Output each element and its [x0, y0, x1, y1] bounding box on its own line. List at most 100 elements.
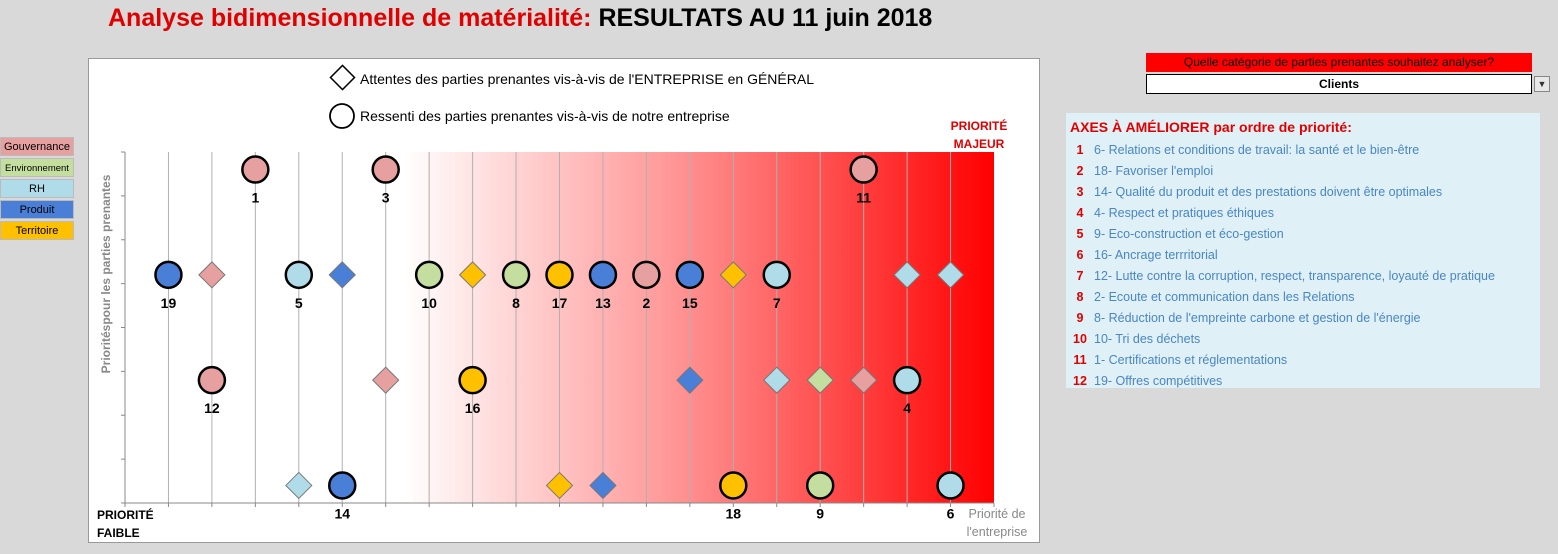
corner-high-line1: PRIORITÉ [951, 118, 1008, 133]
circle-point [458, 365, 487, 395]
axis-label: 4- Respect et pratiques éthiques [1094, 205, 1274, 220]
point-label: 8 [512, 295, 520, 311]
point-label: 19 [161, 295, 177, 311]
y-axis-label: Prioritéspour les parties prenantes [99, 174, 113, 373]
circle-point [762, 260, 791, 290]
axis-rank: 8 [1076, 289, 1084, 304]
circle-point [936, 471, 965, 500]
point-label: 10 [421, 295, 437, 311]
x-axis-label-line1: Priorité de [969, 507, 1026, 521]
diamond-point [936, 261, 965, 289]
stakeholder-select[interactable]: Clients [1146, 74, 1532, 94]
axis-rank: 5 [1076, 226, 1084, 241]
point-label: 11 [856, 190, 871, 206]
axis-label: 16- Ancrage terrritorial [1094, 247, 1218, 262]
axis-label: 8- Réduction de l'empreinte carbone et g… [1094, 310, 1421, 325]
axis-item: 9 8- Réduction de l'empreinte carbone et … [1066, 307, 1540, 328]
diamond-point [285, 471, 313, 500]
axis-label: 18- Favoriser l'emploi [1094, 163, 1214, 178]
point-label: 7 [773, 295, 781, 311]
axis-rank: 7 [1076, 268, 1084, 283]
circle-point [892, 365, 922, 395]
diamond-point [371, 366, 400, 394]
corner-high-line2: MAJEUR [954, 137, 1005, 151]
diamond-point [676, 366, 704, 394]
chevron-down-icon[interactable]: ▼ [1534, 76, 1550, 92]
axis-item: 6 16- Ancrage terrritorial [1066, 244, 1540, 265]
circle-point [849, 155, 878, 184]
point-label: 2 [643, 295, 651, 311]
title-part1: Analyse bidimensionnelle de matérialité: [108, 4, 592, 32]
page-title: Analyse bidimensionnelle de matérialité:… [108, 4, 932, 33]
diamond-point [849, 366, 878, 394]
point-label: 17 [552, 295, 568, 311]
circle-legend-icon [329, 103, 355, 129]
axis-item: 1 6- Relations et conditions de travail: … [1066, 139, 1540, 160]
point-label: 18 [726, 505, 742, 521]
diamond-point [458, 261, 487, 289]
axis-item: 11 1- Certifications et réglementations [1066, 349, 1540, 370]
diamond-point [763, 366, 791, 394]
diamond-point [719, 261, 748, 289]
axis-rank: 10 [1073, 331, 1087, 346]
axes-panel: AXES À AMÉLIORER par ordre de priorité: … [1066, 113, 1540, 388]
axis-rank: 4 [1076, 205, 1084, 220]
axis-item: 7 12- Lutte contre la corruption, respect… [1066, 265, 1540, 286]
circle-point [284, 260, 314, 290]
axis-rank: 2 [1076, 163, 1084, 178]
point-label: 15 [682, 295, 698, 311]
materiality-chart: 1 3 11 19 5 10 8 17 13 2 15 7 12 16 4 14 18 9 6 Attentes d… [88, 58, 1040, 543]
axis-rank: 1 [1076, 142, 1084, 157]
axis-rank: 6 [1076, 247, 1084, 262]
legend-territoire: Territoire [0, 221, 74, 240]
legend-produit: Produit [0, 200, 74, 219]
point-label: 4 [903, 400, 911, 416]
axis-label: 6- Relations et conditions de travail: l… [1094, 142, 1420, 157]
point-label: 3 [382, 190, 390, 206]
axis-label: 10- Tri des déchets [1094, 331, 1201, 346]
legend-attentes-text: Attentes des parties prenantes vis-à-vis… [360, 71, 814, 87]
axis-item: 12 19- Offres compétitives [1066, 370, 1540, 391]
diamond-point [328, 261, 356, 289]
legend-environnement: Environnement [0, 158, 74, 177]
circle-point [805, 471, 835, 500]
category-legend: Gouvernance Environnement RH Produit Ter… [0, 137, 74, 242]
axis-label: 2- Ecoute et communication dans les Rela… [1094, 289, 1355, 304]
point-label: 16 [465, 400, 481, 416]
circle-point [241, 155, 270, 184]
point-label: 12 [204, 400, 220, 416]
circle-point [501, 260, 531, 290]
circle-point [675, 260, 705, 290]
corner-low-line1: PRIORITÉ [97, 507, 154, 522]
point-label: 14 [334, 505, 350, 521]
stakeholder-question: Quelle catégorie de parties prenantes so… [1146, 53, 1532, 72]
diamond-legend-icon [329, 64, 356, 91]
axis-item: 10 10- Tri des déchets [1066, 328, 1540, 349]
point-label: 1 [251, 190, 259, 206]
axis-label: 12- Lutte contre la corruption, respect,… [1094, 268, 1495, 283]
circle-point [588, 260, 618, 290]
circle-point [414, 260, 444, 290]
circle-point [154, 260, 183, 290]
axis-item: 4 4- Respect et pratiques éthiques [1066, 202, 1540, 223]
x-axis-label-line2: l'entreprise [967, 525, 1028, 539]
circle-point [371, 155, 400, 184]
circle-point [328, 471, 357, 500]
diamond-point [198, 261, 226, 289]
axes-list: 1 6- Relations et conditions de travail: … [1066, 139, 1540, 391]
diamond-point [545, 471, 574, 500]
point-label: 5 [295, 295, 303, 311]
corner-low-line2: FAIBLE [97, 526, 140, 540]
axis-item: 8 2- Ecoute et communication dans les Rel… [1066, 286, 1540, 307]
axis-label: 1- Certifications et réglementations [1094, 352, 1288, 367]
axis-item: 5 9- Eco-construction et éco-gestion [1066, 223, 1540, 244]
circle-point [632, 260, 661, 290]
title-part2: RESULTATS AU 11 juin 2018 [598, 4, 933, 32]
point-label: 6 [947, 505, 955, 521]
axis-item: 2 18- Favoriser l'emploi [1066, 160, 1540, 181]
legend-gouvernance: Gouvernance [0, 137, 74, 156]
legend-rh: RH [0, 179, 74, 198]
axes-lines [121, 151, 995, 507]
